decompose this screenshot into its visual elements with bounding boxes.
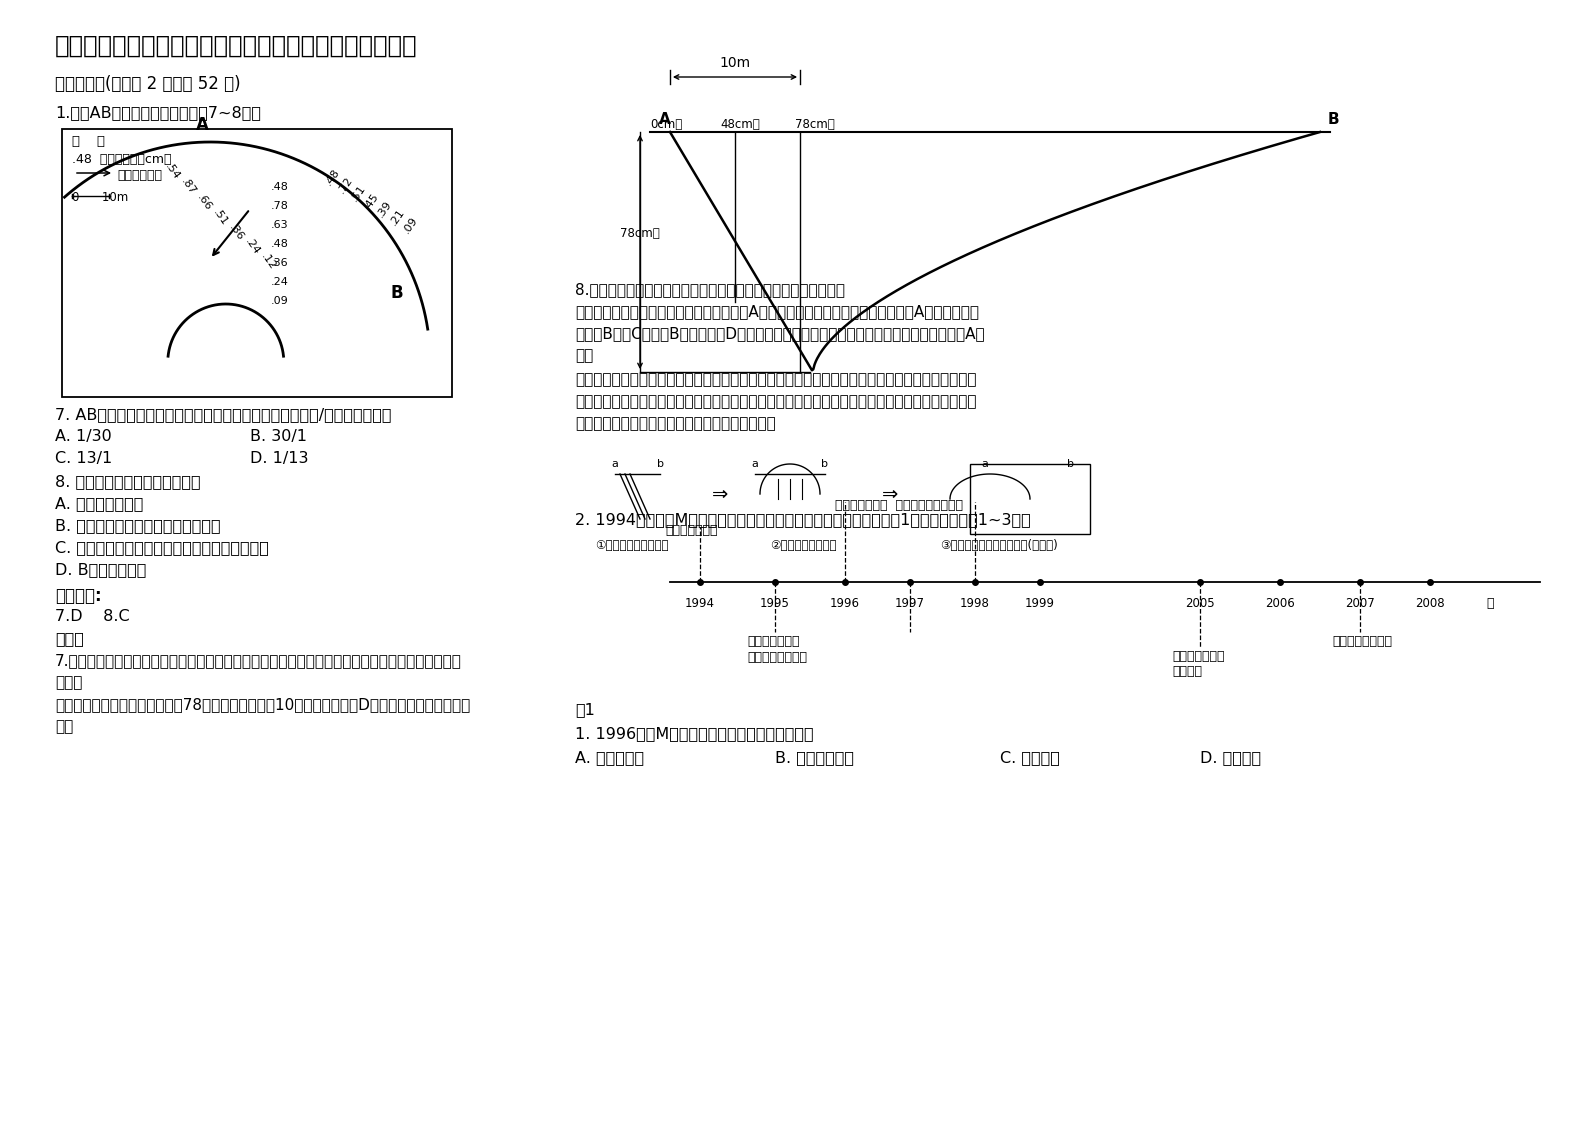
Text: A. 此河流为地上河: A. 此河流为地上河	[56, 496, 143, 511]
Text: 1998: 1998	[960, 597, 990, 610]
Text: .09: .09	[271, 296, 289, 306]
Text: .72: .72	[336, 175, 354, 195]
Text: 0cm深: 0cm深	[651, 118, 682, 131]
Text: .48  测点及深度（cm）: .48 测点及深度（cm）	[71, 153, 171, 166]
Text: ③河床侵蚀凸、凹岸判断利(剖面图): ③河床侵蚀凸、凹岸判断利(剖面图)	[940, 539, 1059, 552]
Text: 研发中心由温州: 研发中心由温州	[1173, 650, 1225, 663]
Text: 也快，B错，C正确；B处为凸岸，D错误；由图可知，图例为深度而不是高度，为地下河，故A错: 也快，B错，C正确；B处为凸岸，D错误；由图可知，图例为深度而不是高度，为地下河…	[574, 327, 984, 341]
Text: .39: .39	[375, 199, 394, 219]
Text: C. 一般来说该河段河流表面流速最快处接近右岸: C. 一般来说该河段河流表面流速最快处接近右岸	[56, 540, 268, 555]
Text: 在浙江温州建厂: 在浙江温州建厂	[665, 524, 717, 537]
Text: 参考答案:: 参考答案:	[56, 587, 102, 605]
Text: .09: .09	[402, 214, 419, 236]
Text: .51: .51	[211, 206, 229, 227]
Text: b: b	[822, 459, 828, 469]
Text: 河流流动方向: 河流流动方向	[117, 169, 162, 182]
Text: B. 30/1: B. 30/1	[251, 429, 306, 444]
Text: 48cm深: 48cm深	[720, 118, 760, 131]
Text: .48: .48	[271, 239, 289, 249]
Text: B: B	[390, 284, 403, 302]
Text: B. 降低人工成本: B. 降低人工成本	[774, 749, 854, 765]
Text: 1999: 1999	[1025, 597, 1055, 610]
Text: a: a	[611, 459, 619, 469]
Text: a: a	[982, 459, 989, 469]
Text: .63: .63	[271, 220, 289, 230]
Text: 【感悟园】凹岸和凸岸是针对河流弯曲处来讲的，凹岸被侵蚀，凸岸沉积。例如：有一条东西走向的: 【感悟园】凹岸和凸岸是针对河流弯曲处来讲的，凹岸被侵蚀，凸岸沉积。例如：有一条东…	[574, 373, 976, 387]
Text: C. 13/1: C. 13/1	[56, 451, 113, 466]
Text: .45: .45	[362, 191, 381, 211]
Text: 1995: 1995	[760, 597, 790, 610]
Text: .36: .36	[227, 222, 244, 242]
Text: 图    例: 图 例	[71, 135, 105, 148]
Text: 7.【考点】本题考查读图河流坡度计算，及读图析图能力，考查学生调用和运动知识解决地理问题的: 7.【考点】本题考查读图河流坡度计算，及读图析图能力，考查学生调用和运动知识解决…	[56, 653, 462, 668]
Text: 销售网络覆盖全国: 销售网络覆盖全国	[1331, 635, 1392, 649]
Text: 一、选择题(每小题 2 分，共 52 分): 一、选择题(每小题 2 分，共 52 分)	[56, 75, 241, 93]
Text: 误。: 误。	[574, 348, 594, 364]
Text: 2005: 2005	[1185, 597, 1214, 610]
Text: 图。: 图。	[56, 719, 73, 734]
Text: .66: .66	[195, 192, 213, 212]
Text: .51: .51	[349, 183, 367, 203]
Text: A. 1/30: A. 1/30	[56, 429, 111, 444]
Text: 1. 1996年，M公司关闭自有生产厂，主要是为了: 1. 1996年，M公司关闭自有生产厂，主要是为了	[574, 726, 814, 741]
Text: 1997: 1997	[895, 597, 925, 610]
Text: 8. 关于该河流下列说法正确的是: 8. 关于该河流下列说法正确的是	[56, 473, 200, 489]
Text: 2006: 2006	[1265, 597, 1295, 610]
Text: 多家生产厂加盟: 多家生产厂加盟	[747, 635, 800, 649]
Text: .36: .36	[271, 258, 289, 268]
Text: 1994: 1994	[686, 597, 716, 610]
Text: ⇒: ⇒	[713, 485, 728, 504]
Text: 注意题中关键字陡坡：垂直距离78厘米，水平距离约10米。比值最接近D。（注意单位不同）看下: 注意题中关键字陡坡：垂直距离78厘米，水平距离约10米。比值最接近D。（注意单位…	[56, 697, 470, 712]
Text: ①河流的初流及分量图: ①河流的初流及分量图	[595, 539, 668, 552]
Text: C. 缩小规模: C. 缩小规模	[1000, 749, 1060, 765]
Text: .87: .87	[179, 177, 197, 197]
Text: b: b	[657, 459, 663, 469]
Text: .12: .12	[259, 251, 278, 273]
Text: A: A	[195, 116, 208, 134]
Text: 78cm深: 78cm深	[621, 227, 660, 240]
Text: D. B处为河流凹岸: D. B处为河流凹岸	[56, 562, 146, 577]
Text: 78cm深: 78cm深	[795, 118, 835, 131]
Text: ⇒: ⇒	[882, 485, 898, 504]
Text: B: B	[1328, 112, 1339, 127]
Text: .54: .54	[163, 162, 181, 182]
Text: ②南流最环流剖面图: ②南流最环流剖面图	[770, 539, 836, 552]
Text: .24: .24	[243, 237, 262, 257]
Text: 河流流向，河岸向哪边弯曲，哪边的岸就是凹岸。: 河流流向，河岸向哪边弯曲，哪边的岸就是凹岸。	[574, 416, 776, 431]
Text: 1996: 1996	[830, 597, 860, 610]
Text: .48: .48	[322, 167, 341, 187]
Text: 0      10m: 0 10m	[71, 191, 129, 204]
Bar	[62, 129, 452, 397]
Text: 10m: 10m	[719, 56, 751, 70]
Text: D. 1/13: D. 1/13	[251, 451, 308, 466]
Bar	[970, 465, 1090, 534]
Text: 2. 1994年，我国M公司（服装企业）在浙江温州成立，发展过程如图1所示。据此完成1~3题。: 2. 1994年，我国M公司（服装企业）在浙江温州成立，发展过程如图1所示。据此…	[574, 512, 1030, 527]
Text: 迁入上海: 迁入上海	[1173, 665, 1201, 678]
Text: .21: .21	[387, 206, 406, 227]
Text: 面朝水流方向，左侧是左岸，右侧是右岸。A岸是右岸，同时是凹岸和侵蚀岸。接近A岸处水流速度: 面朝水流方向，左侧是左岸，右侧是右岸。A岸是右岸，同时是凹岸和侵蚀岸。接近A岸处…	[574, 304, 979, 319]
Text: .78: .78	[271, 201, 289, 211]
Text: 年: 年	[1487, 597, 1493, 610]
Text: 图1: 图1	[574, 702, 595, 717]
Text: 2007: 2007	[1346, 597, 1374, 610]
Text: .24: .24	[271, 277, 289, 287]
Text: 8.【考点】本题考查河流的流水侵蚀，河流凸岸、凹岸的判读技巧: 8.【考点】本题考查河流的流水侵蚀，河流凸岸、凹岸的判读技巧	[574, 282, 844, 297]
Text: A. 提高附加值: A. 提高附加值	[574, 749, 644, 765]
Text: 河流，河水自西流向东，中间有一段向北弯曲，那么北岸就是凹岸，南岸就是凸岸。总结所得，不论: 河流，河水自西流向东，中间有一段向北弯曲，那么北岸就是凹岸，南岸就是凸岸。总结所…	[574, 394, 976, 410]
Text: b: b	[1066, 459, 1073, 469]
Text: 湖南省长沙市桃林桥中学高三地理下学期期末试题含解析: 湖南省长沙市桃林桥中学高三地理下学期期末试题含解析	[56, 34, 417, 58]
Text: D. 加强合作: D. 加强合作	[1200, 749, 1262, 765]
Text: B. 图示河段左岸以流水侵蚀作用为主: B. 图示河段左岸以流水侵蚀作用为主	[56, 518, 221, 533]
Text: 开设第一家专卖店: 开设第一家专卖店	[747, 651, 808, 664]
Text: 7.D    8.C: 7.D 8.C	[56, 609, 130, 624]
Text: A: A	[659, 112, 671, 127]
Text: 2008: 2008	[1416, 597, 1444, 610]
Text: .48: .48	[271, 182, 289, 192]
Text: 能力。: 能力。	[56, 675, 83, 690]
Text: a: a	[752, 459, 759, 469]
Text: 7. AB连线作一河床剖面图，河床陡坡处的坡度（垂直距离/水平距离）约为: 7. AB连线作一河床剖面图，河床陡坡处的坡度（垂直距离/水平距离）约为	[56, 407, 392, 422]
Text: 关闭自有生产厂  总部由温州迁入上海: 关闭自有生产厂 总部由温州迁入上海	[835, 499, 963, 512]
Text: 解析：: 解析：	[56, 631, 84, 646]
Text: 1.下图AB间为一河流，读图回答7~8题。: 1.下图AB间为一河流，读图回答7~8题。	[56, 105, 260, 120]
